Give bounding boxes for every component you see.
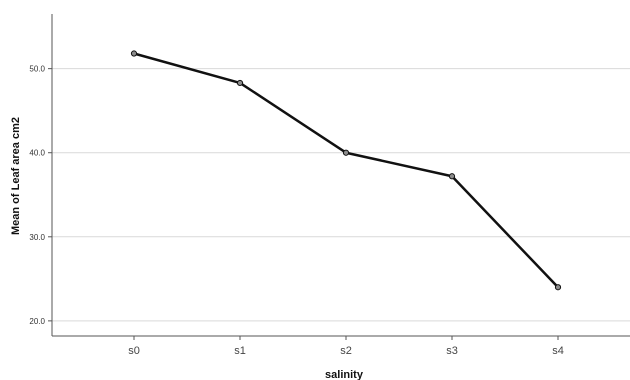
x-tick-label: s4 [552, 345, 564, 357]
y-tick-label: 40.0 [29, 149, 45, 158]
y-tick-label: 50.0 [29, 65, 45, 74]
data-point [448, 173, 456, 180]
data-point [236, 79, 244, 87]
y-axis-title: Mean of Leaf area cm2 [10, 117, 22, 235]
series [130, 50, 562, 291]
series-line [132, 52, 560, 289]
x-axis-title: salinity [325, 369, 364, 380]
data-point [130, 50, 138, 57]
y-tick-label: 20.0 [29, 317, 45, 326]
y-tick-label: 30.0 [29, 233, 45, 242]
data-point [342, 149, 350, 156]
x-tick-label: s3 [446, 345, 458, 357]
x-tick-labels: s0 s1 s2 s3 s4 [128, 336, 564, 357]
x-tick-label: s1 [234, 345, 246, 357]
axes [51, 14, 630, 337]
x-tick-label: s0 [128, 345, 140, 357]
x-tick-label: s2 [340, 345, 352, 357]
data-point [554, 284, 562, 291]
y-tick-labels: 20.0 30.0 40.0 50.0 [29, 65, 52, 326]
gridlines [52, 68, 630, 322]
